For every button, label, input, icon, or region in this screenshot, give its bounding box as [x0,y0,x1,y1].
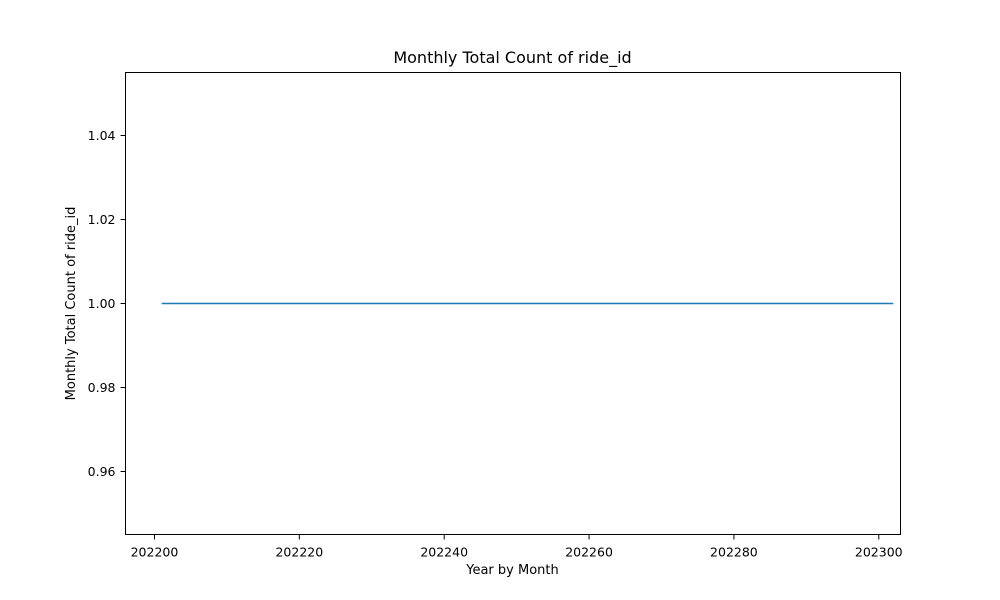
plot-area [125,72,901,535]
y-tick-label: 1.02 [88,212,116,227]
x-axis-label: Year by Month [465,563,558,578]
x-tick-label: 202280 [710,545,758,560]
y-tick-label: 0.98 [88,380,116,395]
y-axis-label: Monthly Total Count of ride_id [64,207,79,401]
x-axis: 202200 202220 202240 202260 202280 202300 [131,534,903,560]
y-tick-label: 0.96 [88,464,116,479]
x-tick-label: 202260 [565,545,613,560]
x-tick-label: 202220 [275,545,323,560]
y-tick-label: 1.04 [88,128,116,143]
x-tick-label: 202200 [131,545,179,560]
x-tick-label: 202240 [420,545,468,560]
x-tick-label: 202300 [855,545,903,560]
y-tick-label: 1.00 [88,296,116,311]
chart-title: Monthly Total Count of ride_id [393,48,631,68]
y-axis: 0.96 0.98 1.00 1.02 1.04 [88,128,126,479]
